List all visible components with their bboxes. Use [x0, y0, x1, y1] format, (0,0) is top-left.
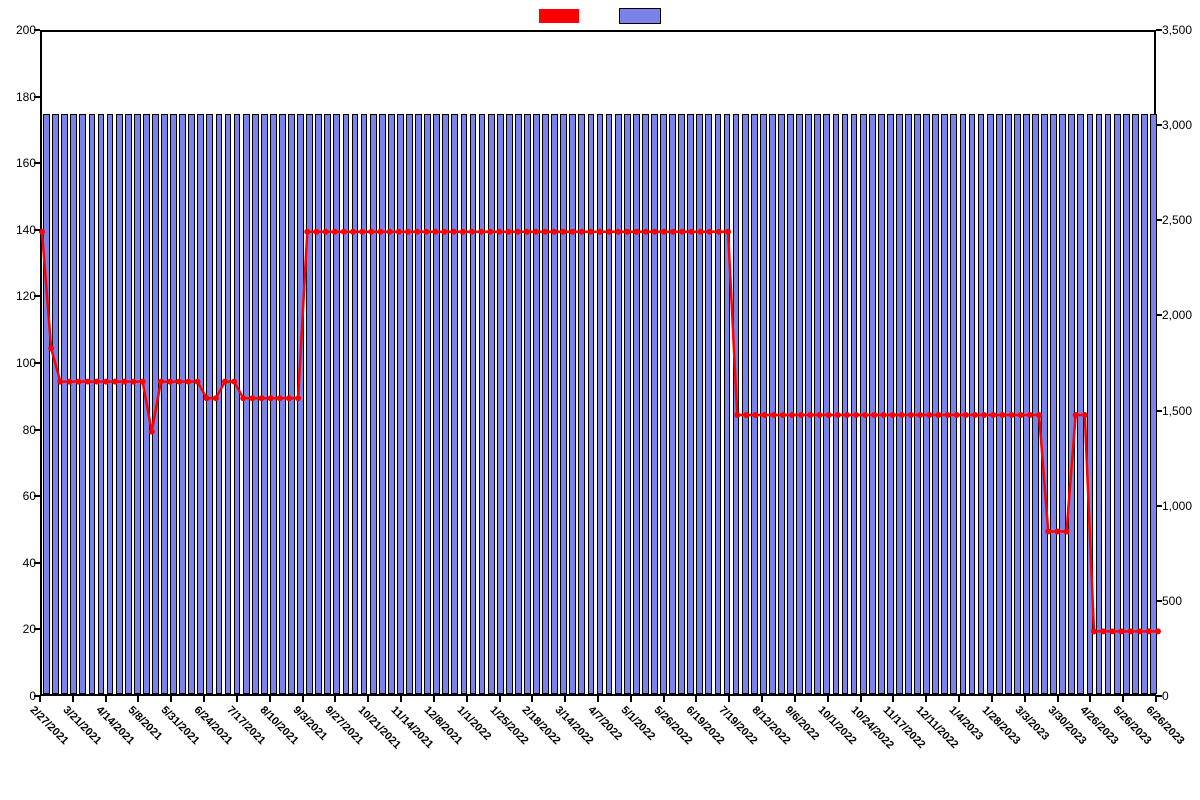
- y-left-tick-label: 60: [2, 489, 36, 503]
- y-left-tick-label: 200: [2, 23, 36, 37]
- y-left-tick-label: 0: [2, 689, 36, 703]
- plot-area: [40, 30, 1156, 696]
- y-right-tick-label: 500: [1162, 594, 1200, 608]
- y-right-tick-label: 3,500: [1162, 23, 1200, 37]
- y-right-tick-label: 3,000: [1162, 118, 1200, 132]
- y-left-tick-label: 160: [2, 156, 36, 170]
- x-tick-label: 5/1/2022: [618, 704, 657, 743]
- legend: [0, 8, 1200, 24]
- y-left-tick-label: 180: [2, 90, 36, 104]
- y-left-tick-label: 20: [2, 622, 36, 636]
- y-left-tick-label: 140: [2, 223, 36, 237]
- y-right-tick-label: 0: [1162, 689, 1200, 703]
- chart-container: 0 20 40 60 80 100 120 140 160 180 200 0 500 1,000 1,50…: [0, 0, 1200, 800]
- legend-swatch-line: [539, 9, 579, 23]
- y-left-tick-label: 120: [2, 289, 36, 303]
- y-right-tick-label: 2,500: [1162, 213, 1200, 227]
- y-right-tick-label: 1,500: [1162, 404, 1200, 418]
- y-left-tick-label: 100: [2, 356, 36, 370]
- y-right-tick-label: 1,000: [1162, 499, 1200, 513]
- line-series: [42, 32, 1158, 698]
- y-right-tick-label: 2,000: [1162, 308, 1200, 322]
- y-left-tick-label: 40: [2, 556, 36, 570]
- y-left-tick-label: 80: [2, 423, 36, 437]
- legend-swatch-bar: [619, 8, 661, 24]
